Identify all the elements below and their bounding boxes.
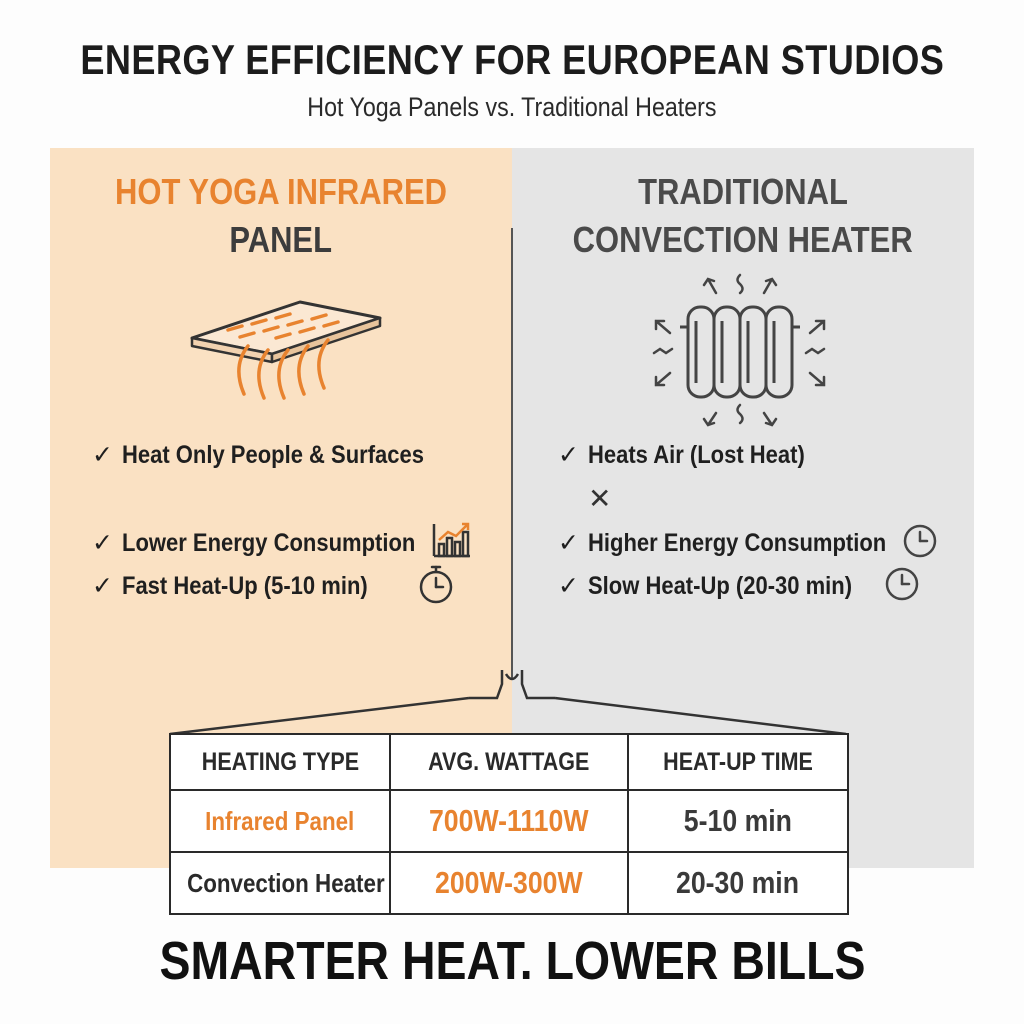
infrared-heading-line1: HOT YOGA INFRARED	[115, 171, 447, 212]
table-cell-wattage: 700W-1110W	[389, 789, 629, 853]
table-header: HEAT-UP TIME	[627, 733, 849, 791]
infrared-panel-icon	[190, 300, 382, 400]
check-icon: ✓	[92, 529, 113, 557]
table-row: Infrared Panel 700W-1110W 5-10 min	[169, 789, 849, 853]
page-title: ENERGY EFFICIENCY FOR EUROPEAN STUDIOS	[80, 36, 944, 83]
convection-feature-1: ✓ Heats Air (Lost Heat)	[558, 441, 805, 469]
cross-icon: ✕	[588, 483, 612, 514]
radiator-icon	[652, 273, 826, 427]
table-cell-type: Infrared Panel	[169, 789, 391, 853]
infrared-feature-2: ✓ Lower Energy Consumption	[92, 529, 416, 557]
table-cell-time: 20-30 min	[627, 851, 849, 915]
check-icon: ✓	[92, 572, 113, 600]
convection-feature-2: ✓ Higher Energy Consumption	[558, 529, 887, 557]
infrared-heading: HOT YOGA INFRARED PANEL	[50, 168, 512, 264]
stopwatch-icon	[419, 565, 453, 604]
check-icon: ✓	[558, 441, 579, 469]
bar-chart-icon	[432, 522, 470, 558]
clock-icon	[903, 524, 937, 558]
table-cell-time: 5-10 min	[627, 789, 849, 853]
infrared-feature-3: ✓ Fast Heat-Up (5-10 min)	[92, 572, 368, 600]
table-header: HEATING TYPE	[169, 733, 391, 791]
column-divider	[511, 228, 513, 680]
table-row: Convection Heater 200W-300W 20-30 min	[169, 851, 849, 915]
check-icon: ✓	[92, 441, 113, 469]
clock-icon	[885, 567, 919, 601]
check-icon: ✓	[558, 529, 579, 557]
convection-heading-line1: TRADITIONAL	[638, 171, 848, 212]
comparison-table: HEATING TYPE AVG. WATTAGE HEAT-UP TIME I…	[169, 733, 849, 915]
convection-heading-line2: CONVECTION HEATER	[572, 219, 913, 260]
table-cell-type: Convection Heater	[169, 851, 391, 915]
table-header: AVG. WATTAGE	[389, 733, 629, 791]
table-cell-wattage: 200W-300W	[389, 851, 629, 915]
infrared-heading-line2: PANEL	[229, 219, 333, 260]
table-header-row: HEATING TYPE AVG. WATTAGE HEAT-UP TIME	[169, 733, 849, 791]
infrared-feature-1: ✓ Heat Only People & Surfaces	[92, 441, 425, 469]
convection-heading: TRADITIONAL CONVECTION HEATER	[512, 168, 974, 264]
funnel-connector	[169, 670, 847, 736]
footer-tagline: SMARTER HEAT. LOWER BILLS	[158, 931, 866, 991]
page-subtitle: Hot Yoga Panels vs. Traditional Heaters	[307, 92, 717, 122]
convection-feature-3: ✓ Slow Heat-Up (20-30 min)	[558, 572, 853, 600]
check-icon: ✓	[558, 572, 579, 600]
